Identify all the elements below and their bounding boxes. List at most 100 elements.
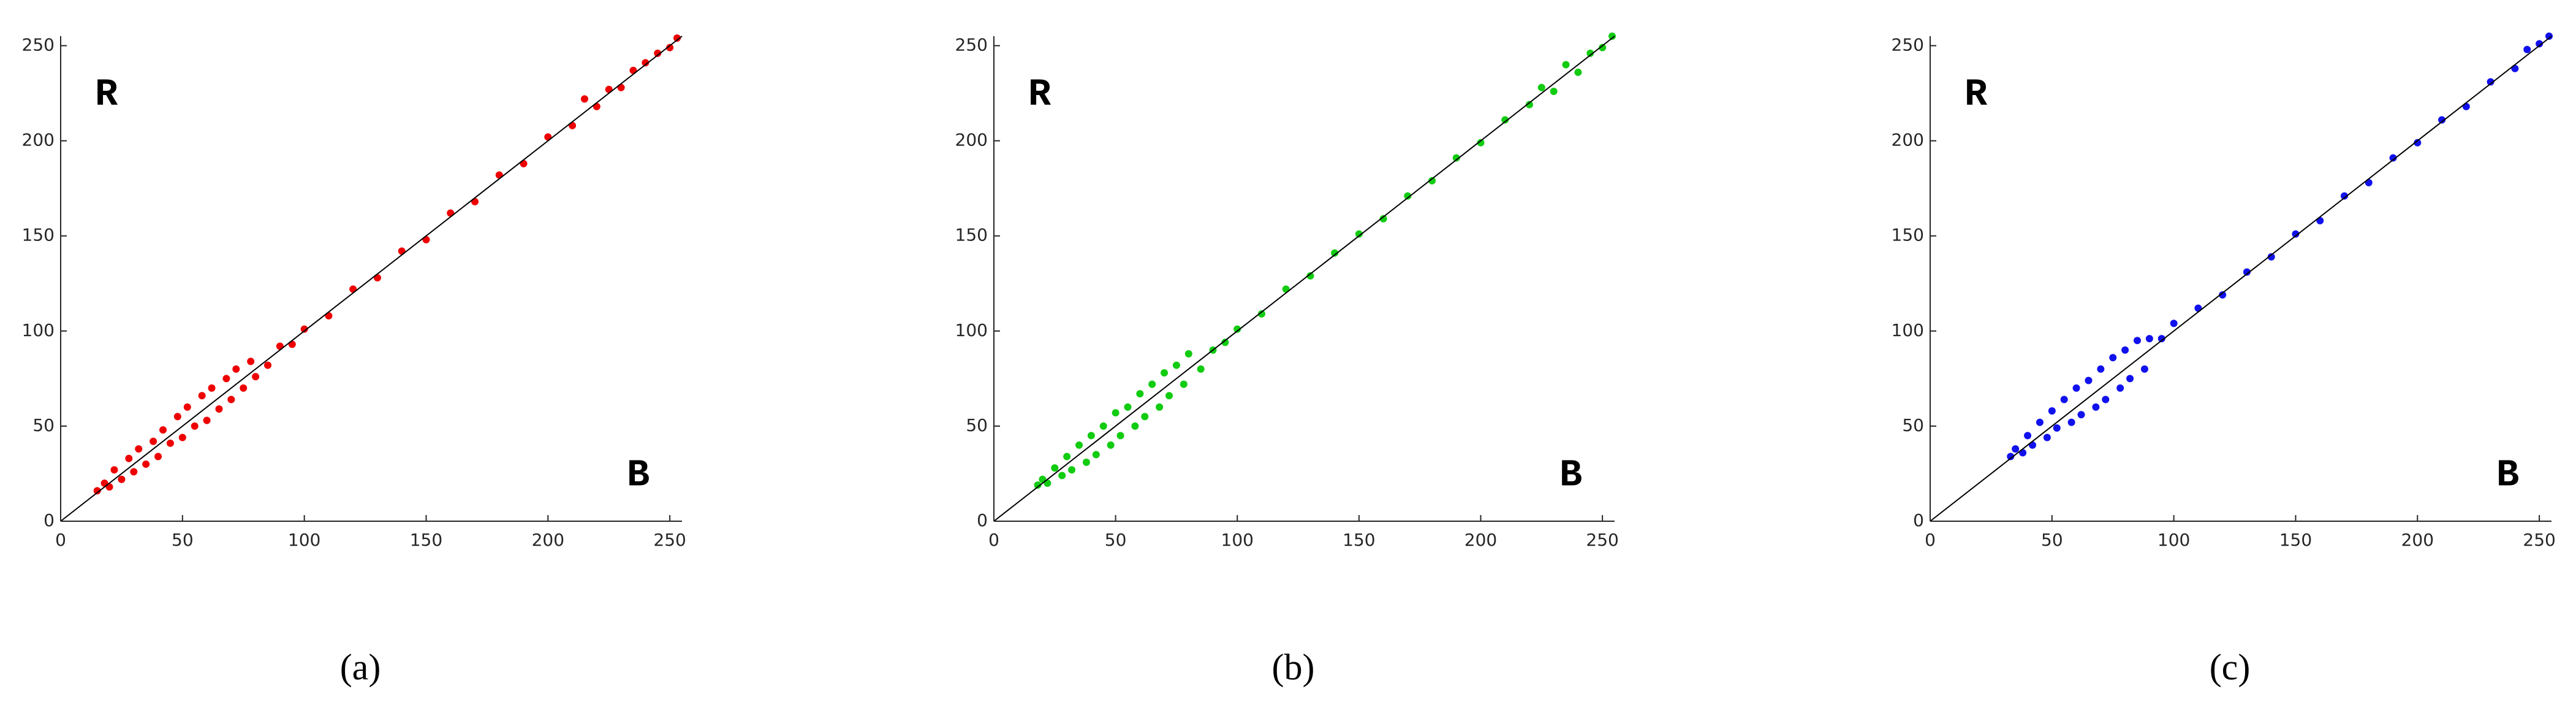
point <box>1141 413 1149 421</box>
point <box>1107 441 1115 449</box>
point <box>520 159 528 167</box>
point <box>325 311 333 319</box>
y-tick-label: 100 <box>22 320 55 340</box>
point <box>1165 392 1173 400</box>
point <box>2140 365 2148 373</box>
point <box>2067 418 2075 426</box>
point <box>617 83 625 91</box>
point <box>1525 101 1533 109</box>
point <box>208 384 216 392</box>
point <box>110 466 118 474</box>
annotation: R <box>95 72 118 116</box>
x-tick-label: 0 <box>1925 530 1936 550</box>
point <box>605 85 613 93</box>
point <box>2292 230 2300 238</box>
point <box>1172 361 1180 369</box>
point <box>2170 319 2178 327</box>
point <box>2341 192 2348 200</box>
point <box>2043 434 2051 441</box>
point <box>580 95 588 103</box>
x-tick-label: 200 <box>532 530 564 550</box>
point <box>2126 375 2134 383</box>
point <box>118 475 126 483</box>
point <box>300 325 308 333</box>
point <box>130 468 138 476</box>
reference-line <box>60 36 683 522</box>
point <box>247 357 255 365</box>
point <box>2109 354 2117 362</box>
point <box>1537 83 1545 91</box>
point <box>1063 453 1071 461</box>
point <box>150 437 157 445</box>
x-tick-label: 150 <box>2279 530 2312 550</box>
y-tick-label: 50 <box>32 415 55 435</box>
point <box>2389 154 2397 162</box>
y-tick-label: 100 <box>955 320 988 340</box>
annotation: B <box>2496 453 2519 497</box>
point <box>642 59 650 67</box>
x-tick-label: 50 <box>1105 530 1127 550</box>
point <box>2036 418 2044 426</box>
annotation: B <box>627 453 650 497</box>
point <box>666 44 674 52</box>
point <box>1574 68 1582 76</box>
y-tick-label: 200 <box>1892 130 1924 150</box>
y-tick-label: 150 <box>1892 225 1924 245</box>
point <box>2007 453 2015 461</box>
point <box>654 49 662 57</box>
y-tick-label: 150 <box>955 225 988 245</box>
point <box>1282 285 1290 293</box>
point <box>2019 449 2027 457</box>
point <box>1112 409 1119 417</box>
point <box>276 342 284 350</box>
point <box>373 273 381 281</box>
caption: (c) <box>2210 647 2251 687</box>
point <box>1562 61 1570 69</box>
point <box>227 396 235 403</box>
y-tick-label: 0 <box>977 510 988 530</box>
point <box>1136 390 1144 398</box>
point <box>2029 441 2037 449</box>
point <box>2053 424 2061 432</box>
point <box>1068 466 1076 474</box>
x-tick-label: 250 <box>2523 530 2555 550</box>
point <box>569 121 577 129</box>
point <box>2438 116 2446 124</box>
x-tick-label: 50 <box>2041 530 2063 550</box>
x-tick-label: 100 <box>288 530 320 550</box>
point <box>398 247 406 255</box>
point <box>166 439 174 447</box>
annotation: B <box>1559 453 1582 497</box>
point <box>2194 304 2202 312</box>
point <box>2267 253 2275 261</box>
point <box>1608 32 1616 40</box>
y-tick-label: 200 <box>22 130 55 150</box>
point <box>1355 230 1363 238</box>
point <box>2462 102 2470 110</box>
point <box>1099 422 1107 430</box>
point <box>1034 481 1042 489</box>
y-tick-label: 200 <box>955 130 988 150</box>
point <box>2134 337 2141 345</box>
point <box>1184 350 1192 358</box>
point <box>629 66 637 74</box>
y-tick-label: 50 <box>1902 415 1924 435</box>
point <box>349 285 357 293</box>
point <box>2523 45 2531 53</box>
point <box>1599 44 1607 52</box>
point <box>1131 422 1139 430</box>
point <box>2048 407 2056 415</box>
point <box>264 361 271 369</box>
point <box>1501 116 1509 124</box>
point <box>2536 40 2544 48</box>
y-tick-label: 250 <box>22 35 55 55</box>
point <box>1075 441 1083 449</box>
point <box>222 375 230 383</box>
point <box>1197 365 1205 373</box>
reference-line <box>1930 36 2552 522</box>
point <box>1477 139 1485 147</box>
point <box>2121 346 2129 354</box>
panel: 0 50 100 150 200 250 0 50 100 150 200 250 R B (b) <box>955 32 1619 687</box>
point <box>2414 139 2422 147</box>
